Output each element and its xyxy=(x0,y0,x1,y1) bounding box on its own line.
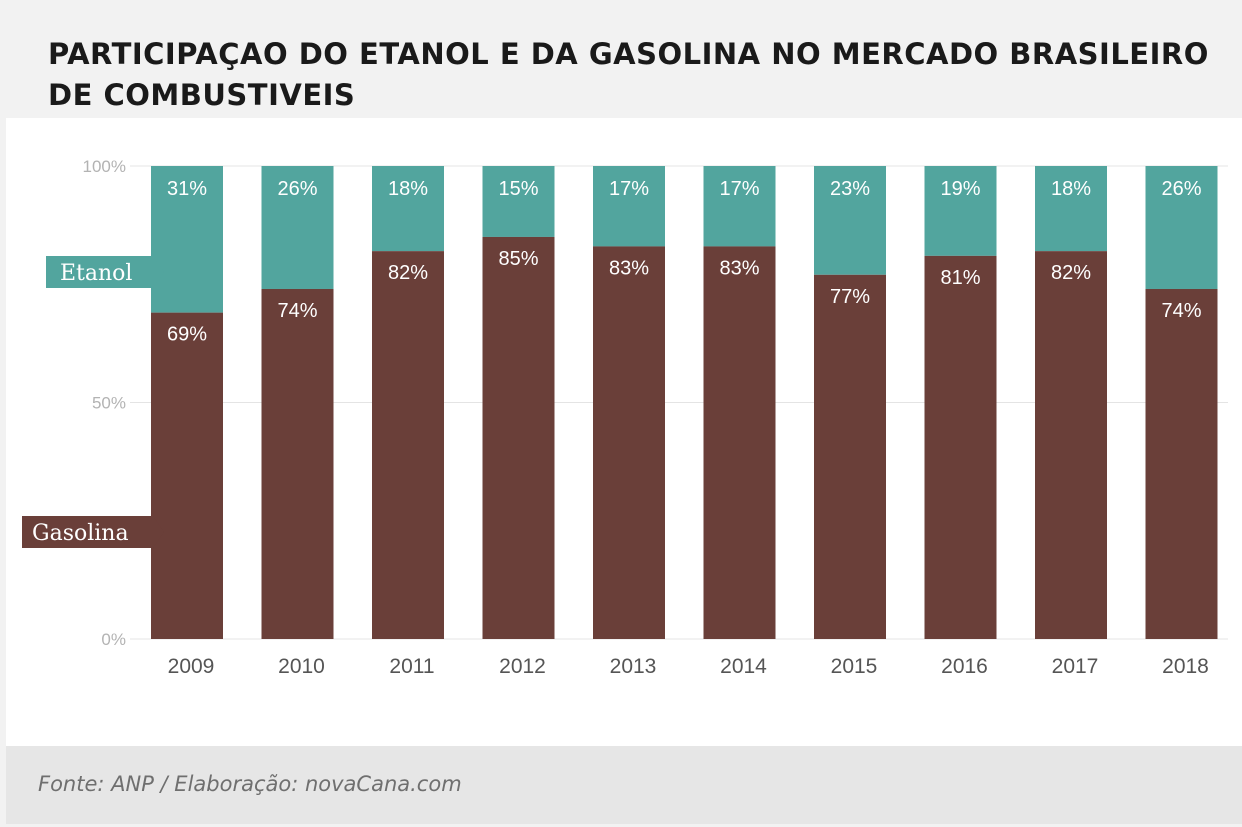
bar-gasolina xyxy=(1035,251,1107,639)
legend-etanol: Etanol xyxy=(46,256,164,288)
bar-gasolina xyxy=(924,255,997,639)
etanol-value-label: 15% xyxy=(498,178,538,200)
etanol-value-label: 18% xyxy=(1051,178,1091,200)
bar-etanol xyxy=(482,166,555,237)
x-tick-label: 2012 xyxy=(499,655,546,678)
gasolina-value-label: 69% xyxy=(167,324,207,346)
legend-etanol-tag xyxy=(46,256,164,288)
bar-etanol xyxy=(924,166,997,256)
y-tick-label: 50% xyxy=(92,394,126,413)
etanol-value-label: 19% xyxy=(940,178,980,200)
bar-gasolina xyxy=(151,312,223,639)
gasolina-value-label: 74% xyxy=(277,300,317,322)
legend-gasolina-label: Gasolina xyxy=(32,521,129,546)
bar-etanol xyxy=(703,166,776,247)
bars xyxy=(151,166,1218,639)
x-tick-label: 2014 xyxy=(720,655,767,678)
gasolina-value-label: 85% xyxy=(498,248,538,270)
bar-etanol xyxy=(372,166,444,252)
source-note: Fonte: ANP / Elaboração: novaCana.com xyxy=(38,772,462,796)
legend-gasolina-tag xyxy=(22,516,164,548)
x-tick-label: 2015 xyxy=(831,655,878,678)
x-axis-ticks: 2009 2010 2011 2012 2013 2014 2015 2016 2017 2018 xyxy=(168,655,1209,678)
x-tick-label: 2011 xyxy=(389,655,434,678)
bar-gasolina xyxy=(814,274,886,639)
legend: Etanol Gasolina xyxy=(22,256,164,548)
bar-gasolina xyxy=(593,246,665,639)
x-tick-label: 2017 xyxy=(1052,655,1099,678)
gasolina-value-label: 74% xyxy=(1161,300,1201,322)
bar-gasolina xyxy=(261,288,334,639)
bar-etanol xyxy=(814,166,886,275)
legend-gasolina: Gasolina xyxy=(22,516,164,548)
bar-etanol xyxy=(1145,166,1218,289)
bar-gasolina xyxy=(372,251,444,639)
etanol-value-label: 17% xyxy=(609,178,649,200)
gasolina-value-label: 81% xyxy=(940,267,980,289)
y-tick-label: 100% xyxy=(83,157,126,176)
etanol-value-label: 17% xyxy=(719,178,759,200)
etanol-value-label: 18% xyxy=(388,178,428,200)
y-tick-label: 0% xyxy=(101,630,126,649)
source-footer xyxy=(6,746,1242,824)
etanol-value-label: 26% xyxy=(277,178,317,200)
bar-etanol xyxy=(261,166,334,289)
chart-title: PARTICIPAÇAO DO ETANOL E DA GASOLINA NO … xyxy=(48,37,1209,112)
gasolina-value-label: 82% xyxy=(1051,262,1091,284)
etanol-value-label: 31% xyxy=(167,178,207,200)
bar-gasolina xyxy=(703,246,776,639)
bar-gasolina xyxy=(1145,288,1218,639)
y-axis-ticks: 0% 50% 100% xyxy=(83,157,126,649)
gasolina-value-label: 77% xyxy=(830,286,870,308)
gasolina-value-label: 83% xyxy=(719,257,759,279)
gasolina-value-label: 82% xyxy=(388,262,428,284)
x-tick-label: 2018 xyxy=(1162,655,1209,678)
etanol-value-label: 26% xyxy=(1161,178,1201,200)
etanol-value-label: 23% xyxy=(830,178,870,200)
bar-etanol xyxy=(1035,166,1107,252)
bar-gasolina xyxy=(482,236,555,639)
x-tick-label: 2016 xyxy=(941,655,988,678)
value-labels: 31% 69% 26% 74% 18% 82% 15% 85% 17% 83% 17% 83% 23% 7… xyxy=(167,178,1202,346)
x-tick-label: 2009 xyxy=(168,655,215,678)
legend-etanol-label: Etanol xyxy=(60,261,132,286)
bar-etanol xyxy=(151,166,223,313)
x-tick-label: 2010 xyxy=(278,655,325,678)
gasolina-value-label: 83% xyxy=(609,257,649,279)
bar-etanol xyxy=(593,166,665,247)
x-tick-label: 2013 xyxy=(610,655,657,678)
